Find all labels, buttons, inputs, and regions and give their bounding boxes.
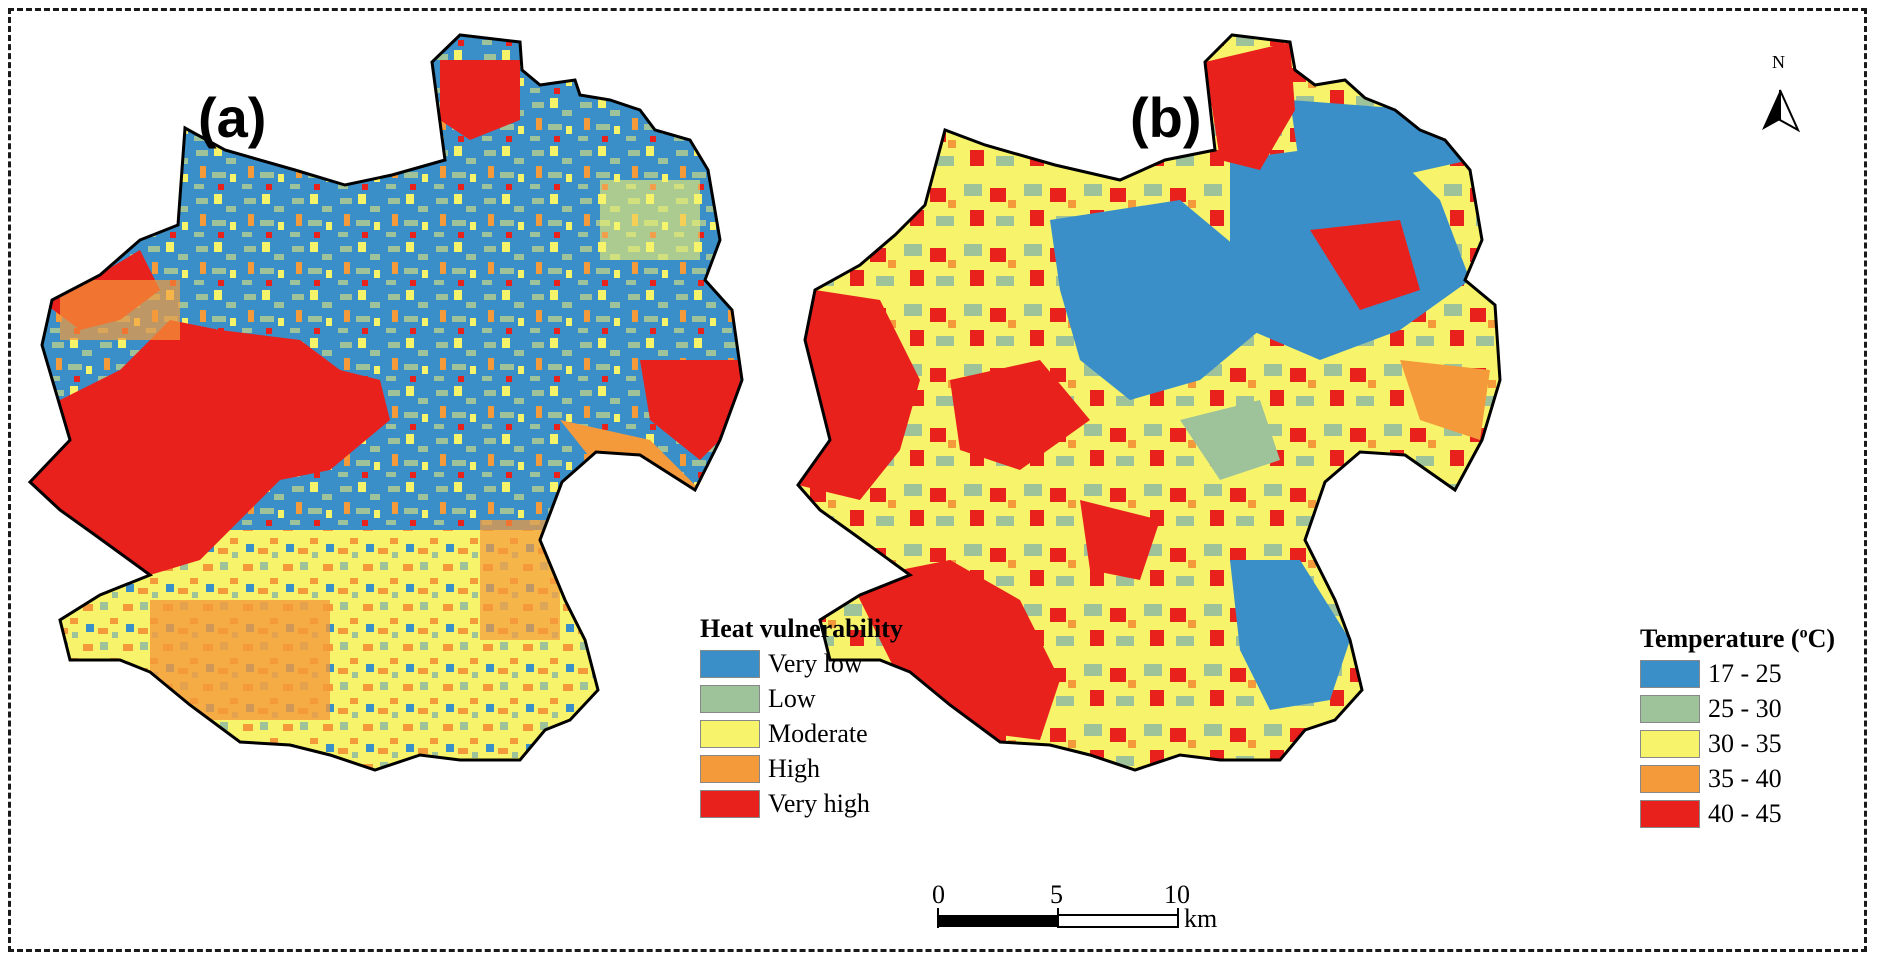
legend-heat-vulnerability: Heat vulnerability Very low Low Moderate Hi… [700, 614, 903, 821]
legend-label: Very high [768, 788, 870, 818]
legend-swatch [700, 649, 760, 678]
scale-bar [937, 908, 1179, 928]
legend-title: Temperature (oC) [1640, 624, 1836, 653]
legend-swatch [1640, 729, 1700, 758]
legend-temperature: Temperature (oC) 17 - 25 25 - 30 30 - 35 35… [1640, 624, 1835, 831]
legend-label: 30 - 35 [1708, 728, 1782, 758]
legend-item: 35 - 40 [1640, 761, 1835, 796]
scale-tick-10: 10 [1164, 880, 1190, 909]
legend-label: 25 - 30 [1708, 693, 1782, 723]
legend-swatch [1640, 659, 1700, 688]
legend-item: 17 - 25 [1640, 656, 1835, 691]
legend-label: 17 - 25 [1708, 658, 1782, 688]
legend-swatch [700, 719, 760, 748]
legend-label: Low [768, 683, 816, 713]
legend-swatch [700, 789, 760, 818]
north-arrow-icon [1762, 89, 1801, 133]
legend-item: Very high [700, 786, 903, 821]
legend-label: 40 - 45 [1708, 798, 1782, 828]
legend-item: Moderate [700, 716, 903, 751]
legend-swatch [1640, 694, 1700, 723]
legend-label: 35 - 40 [1708, 763, 1782, 793]
north-label: N [1772, 52, 1785, 72]
legend-label: Very low [768, 648, 863, 678]
panel-label-b: (b) [1130, 86, 1202, 149]
legend-title: Heat vulnerability [700, 614, 903, 643]
legend-swatch [1640, 764, 1700, 793]
legend-item: 30 - 35 [1640, 726, 1835, 761]
scale-tick-5: 5 [1050, 880, 1063, 909]
legend-label: Moderate [768, 718, 868, 748]
scale-unit: km [1184, 904, 1218, 933]
legend-label: High [768, 753, 820, 783]
legend-item: 40 - 45 [1640, 796, 1835, 831]
legend-item: Very low [700, 646, 903, 681]
legend-swatch [1640, 799, 1700, 828]
panel-label-a: (a) [198, 86, 267, 149]
legend-item: 25 - 30 [1640, 691, 1835, 726]
legend-item: Low [700, 681, 903, 716]
heat-vulnerability-map [30, 35, 742, 770]
legend-swatch [700, 684, 760, 713]
legend-swatch [700, 754, 760, 783]
figure-frame [8, 8, 1867, 952]
scale-tick-0: 0 [932, 880, 945, 909]
legend-item: High [700, 751, 903, 786]
